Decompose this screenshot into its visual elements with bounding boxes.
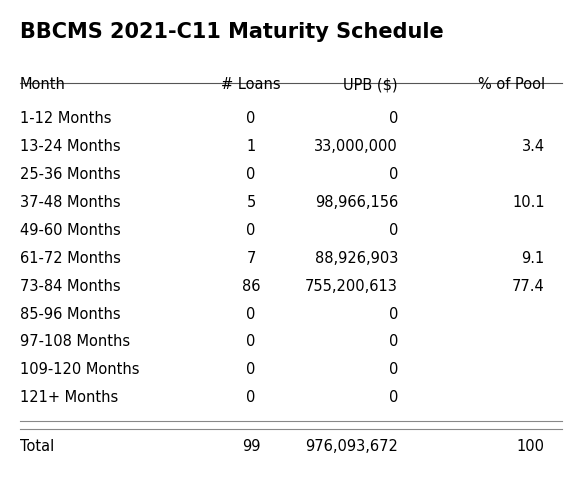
Text: % of Pool: % of Pool <box>478 77 545 93</box>
Text: # Loans: # Loans <box>221 77 281 93</box>
Text: 0: 0 <box>389 335 398 350</box>
Text: UPB ($): UPB ($) <box>343 77 398 93</box>
Text: 0: 0 <box>246 307 256 321</box>
Text: 3.4: 3.4 <box>522 139 545 154</box>
Text: 61-72 Months: 61-72 Months <box>20 251 121 266</box>
Text: 0: 0 <box>246 111 256 126</box>
Text: BBCMS 2021-C11 Maturity Schedule: BBCMS 2021-C11 Maturity Schedule <box>20 22 443 42</box>
Text: 5: 5 <box>246 195 256 210</box>
Text: 25-36 Months: 25-36 Months <box>20 167 120 182</box>
Text: Month: Month <box>20 77 66 93</box>
Text: 97-108 Months: 97-108 Months <box>20 335 130 350</box>
Text: 33,000,000: 33,000,000 <box>314 139 398 154</box>
Text: 976,093,672: 976,093,672 <box>305 439 398 454</box>
Text: 121+ Months: 121+ Months <box>20 391 118 405</box>
Text: 0: 0 <box>389 307 398 321</box>
Text: 0: 0 <box>246 362 256 377</box>
Text: 109-120 Months: 109-120 Months <box>20 362 139 377</box>
Text: 85-96 Months: 85-96 Months <box>20 307 120 321</box>
Text: 0: 0 <box>389 391 398 405</box>
Text: 13-24 Months: 13-24 Months <box>20 139 120 154</box>
Text: 0: 0 <box>389 111 398 126</box>
Text: 9.1: 9.1 <box>522 251 545 266</box>
Text: 100: 100 <box>516 439 545 454</box>
Text: 7: 7 <box>246 251 256 266</box>
Text: 10.1: 10.1 <box>512 195 545 210</box>
Text: 88,926,903: 88,926,903 <box>315 251 398 266</box>
Text: 1-12 Months: 1-12 Months <box>20 111 111 126</box>
Text: 0: 0 <box>389 223 398 238</box>
Text: 1: 1 <box>246 139 256 154</box>
Text: 49-60 Months: 49-60 Months <box>20 223 120 238</box>
Text: 0: 0 <box>246 391 256 405</box>
Text: 0: 0 <box>246 335 256 350</box>
Text: 0: 0 <box>389 362 398 377</box>
Text: 99: 99 <box>242 439 260 454</box>
Text: 755,200,613: 755,200,613 <box>305 279 398 294</box>
Text: Total: Total <box>20 439 54 454</box>
Text: 0: 0 <box>246 223 256 238</box>
Text: 77.4: 77.4 <box>512 279 545 294</box>
Text: 37-48 Months: 37-48 Months <box>20 195 120 210</box>
Text: 98,966,156: 98,966,156 <box>315 195 398 210</box>
Text: 86: 86 <box>242 279 260 294</box>
Text: 73-84 Months: 73-84 Months <box>20 279 120 294</box>
Text: 0: 0 <box>389 167 398 182</box>
Text: 0: 0 <box>246 167 256 182</box>
